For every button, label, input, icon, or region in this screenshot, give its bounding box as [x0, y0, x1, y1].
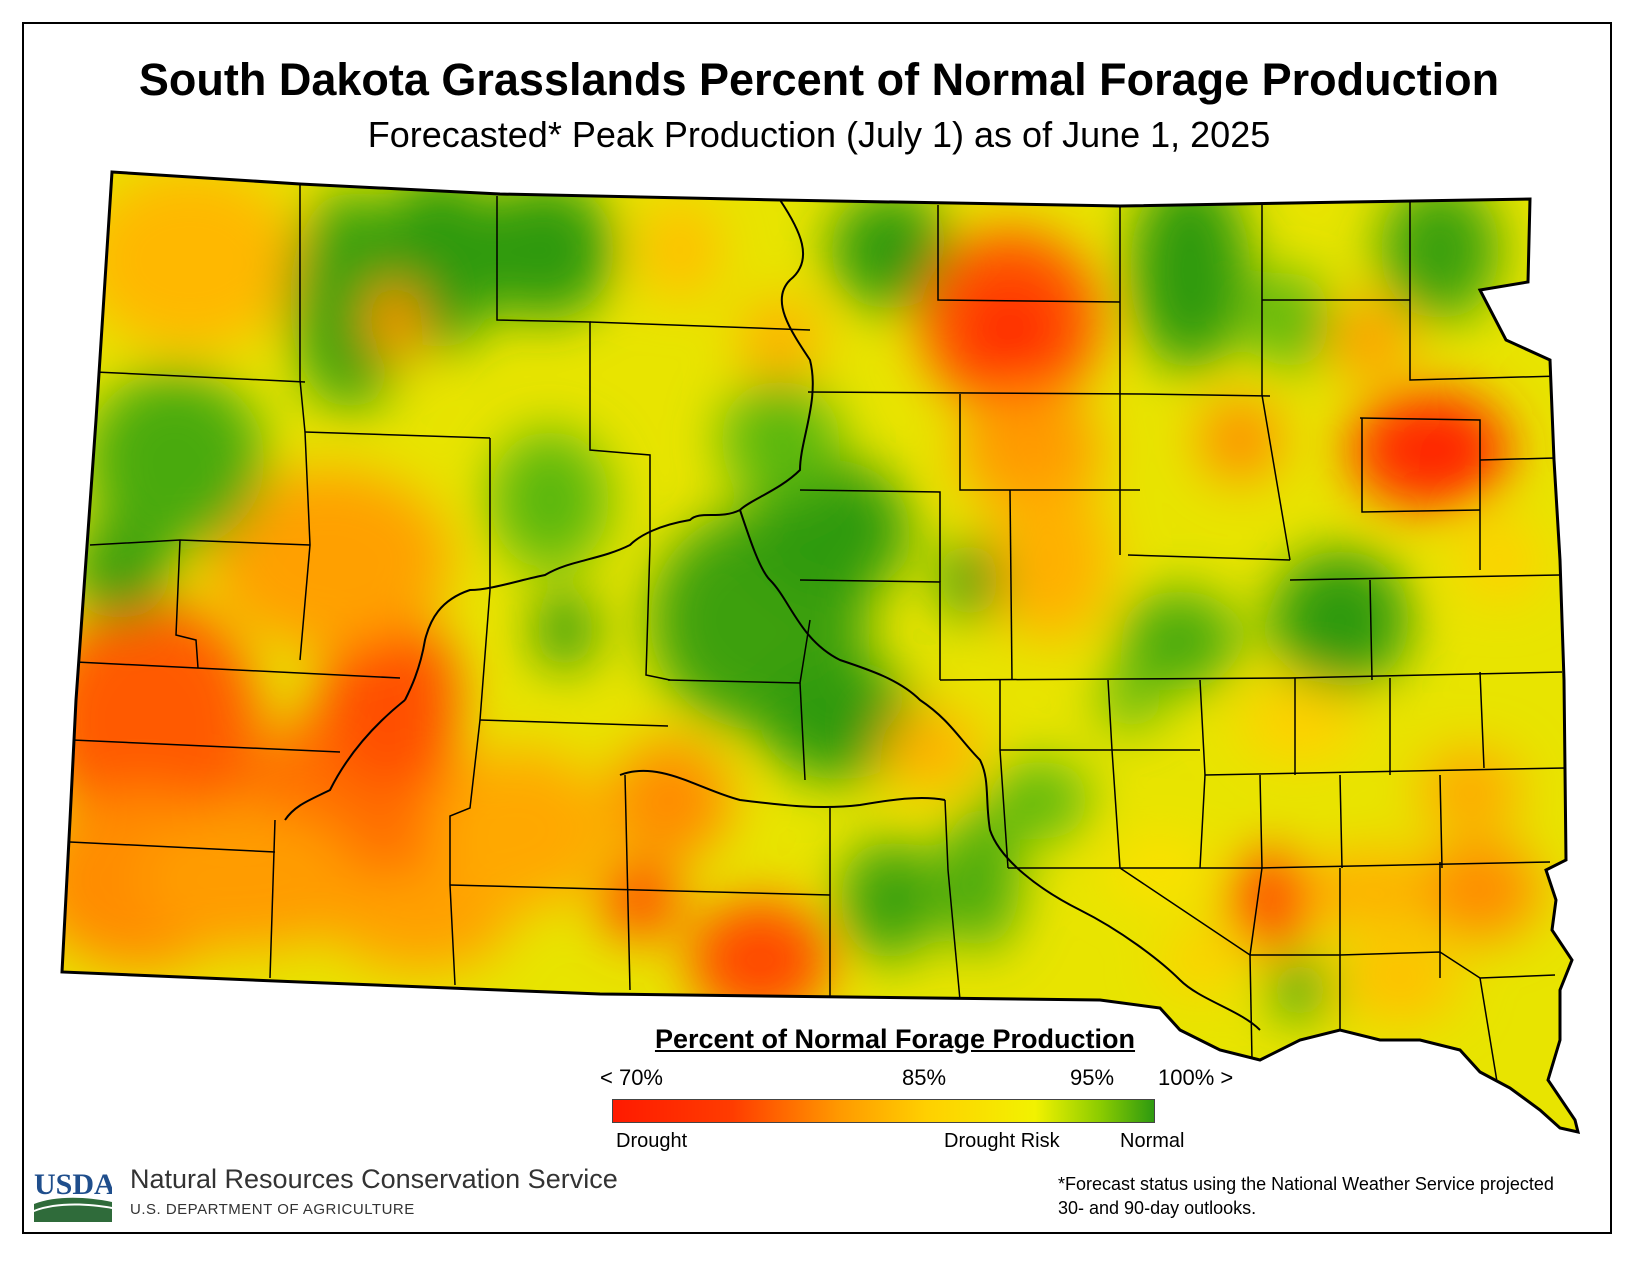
map-title: South Dakota Grasslands Percent of Norma… [138, 54, 1500, 105]
usda-logo-text: USDA [34, 1168, 112, 1201]
white-river [619, 769, 946, 809]
department-name: U.S. DEPARTMENT OF AGRICULTURE [130, 1201, 415, 1218]
missouri-river-lower [739, 509, 1261, 1031]
legend-title: Percent of Normal Forage Production [654, 1024, 1136, 1054]
legend-tick-85: 85% [902, 1065, 947, 1090]
county-boundaries [69, 184, 1566, 1101]
legend-tick-70: < 70% [600, 1065, 663, 1090]
legend-tick-95: 95% [1070, 1065, 1115, 1090]
map-subtitle: Forecasted* Peak Production (July 1) as … [367, 114, 1271, 155]
legend-color-bar [612, 1099, 1155, 1123]
state-outline [60, 170, 1581, 1134]
usda-logo: USDA [34, 1168, 112, 1222]
forecast-footnote: *Forecast status using the National Weat… [1058, 1174, 1554, 1218]
legend-tick-100: 100% > [1158, 1065, 1234, 1090]
agency-name: Natural Resources Conservation Service [130, 1164, 618, 1194]
missouri-river-upper [404, 199, 814, 701]
forage-surface [62, 172, 1540, 1020]
legend-category-drought: Drought [616, 1130, 688, 1152]
cheyenne-river [284, 699, 406, 821]
legend-category-normal: Normal [1120, 1130, 1185, 1152]
legend-category-drought-risk: Drought Risk [944, 1130, 1060, 1152]
